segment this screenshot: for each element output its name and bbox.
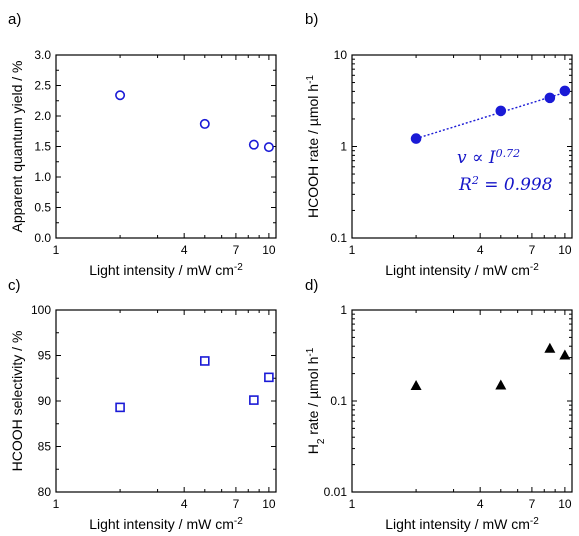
y-axis-label-text: HCOOH selectivity / % [9,331,25,472]
fit-r-squared: R2 = 0.998 [458,174,553,196]
panel-label: a) [8,11,21,28]
y-axis-label-rest: rate / µmol h [305,357,321,439]
data-point [559,85,571,97]
data-point [264,372,274,383]
data-point [249,395,259,405]
y-tick-label: 10 [334,48,348,62]
x-tick-label: 4 [181,497,188,511]
x-tick-label: 7 [233,497,240,511]
x-axis-label-text: Light intensity / mW cm [89,262,234,278]
y-tick-label: 1.5 [34,140,51,154]
x-axis-label: Light intensity / mW cm-2 [89,262,243,279]
chart-panel-d: d) 1 4 7 10 0.01 0.1 1 Light intensity / mW cm-2… [305,277,573,532]
x-tick-label: 7 [233,243,240,257]
data-point [115,90,126,101]
x-tick-label: 1 [53,243,60,257]
chart-panel-c: c) 1 4 7 10 80 85 90 95 100 Light intensity / mW c… [8,277,277,533]
data-point [263,142,274,153]
x-tick-label: 10 [558,243,572,257]
y-tick-label: 100 [31,303,51,317]
panel-label: b) [305,11,318,28]
x-axis-label-text: Light intensity / mW cm [385,262,530,278]
y-tick-label: 0.1 [330,394,347,408]
y-axis-label: H2 rate / µmol h-1 [305,347,327,454]
plot-frame [55,309,277,493]
y-axis-label-text: HCOOH rate / µmol h [305,84,321,218]
x-tick-label: 7 [529,497,536,511]
y-tick-label: 0.0 [34,231,51,245]
x-axis-label-text: Light intensity / mW cm [89,516,234,532]
y-axis-label-text: H [305,444,321,454]
y-axis-label-text: Apparent quantum yield / % [9,61,25,233]
y-tick-label: 1 [340,140,347,154]
x-axis-label: Light intensity / mW cm-2 [385,262,539,279]
x-axis-label-sup: -2 [530,516,539,527]
x-tick-label: 10 [558,497,572,511]
fit-equation: v ∝ I0.72 [457,147,520,169]
x-tick-label: 7 [529,243,536,257]
y-tick-label: 2.5 [34,79,51,93]
r-squared-exponent: 2 [471,174,479,187]
x-tick-label: 1 [349,243,356,257]
y-tick-label: 3.0 [34,48,51,62]
data-point [199,118,210,129]
plot-frame [55,54,277,239]
y-tick-label: 85 [38,440,52,454]
y-tick-label: 1.0 [34,170,51,184]
y-tick-label: 0.5 [34,201,51,215]
x-tick-label: 10 [262,243,276,257]
x-tick-label: 4 [477,497,484,511]
chart-panel-a: a) 1 4 7 10 0.0 0.5 1.0 1.5 2.0 2.5 3.0 Light intens… [8,11,277,279]
data-point [495,379,507,390]
x-axis-label: Light intensity / mW cm-2 [89,516,243,533]
y-axis-label: HCOOH rate / µmol h-1 [305,75,322,218]
data-point [495,105,507,117]
data-point [410,380,422,391]
data-point [248,139,259,150]
fit-equation-text: v ∝ I [457,148,496,168]
x-axis-label-text: Light intensity / mW cm [385,516,530,532]
y-tick-label: 80 [38,485,52,499]
x-tick-label: 1 [349,497,356,511]
y-tick-label: 2.0 [34,109,51,123]
panel-label: c) [8,277,21,294]
x-tick-label: 4 [477,243,484,257]
x-axis-label-sup: -2 [234,262,243,273]
fit-exponent: 0.72 [496,147,521,160]
data-point [115,402,125,413]
data-point [410,133,422,144]
x-tick-label: 10 [262,497,276,511]
y-axis-label-sub: 2 [316,438,327,444]
r-squared-symbol: R [458,175,472,195]
data-point [199,356,210,366]
x-tick-label: 4 [181,243,188,257]
x-axis-label: Light intensity / mW cm-2 [385,516,539,533]
y-axis-label-sup: -1 [305,347,316,356]
y-tick-label: 90 [38,394,52,408]
y-tick-label: 0.1 [330,231,347,245]
panel-label: d) [305,277,318,294]
data-point [559,349,571,360]
plot-frame [351,309,573,493]
y-tick-label: 1 [340,303,347,317]
r-squared-value: = 0.998 [479,175,553,195]
y-tick-label: 95 [38,349,52,363]
x-axis-label-sup: -2 [530,262,539,273]
x-axis-label-sup: -2 [234,516,243,527]
fit-line [415,91,566,140]
x-tick-label: 1 [53,497,60,511]
data-point [544,342,556,353]
y-axis-label-sup: -1 [305,75,316,84]
plot-frame [351,54,573,239]
data-point [544,92,556,104]
y-axis-label: HCOOH selectivity / % [9,331,25,472]
y-tick-label: 0.01 [324,485,348,499]
y-axis-label: Apparent quantum yield / % [9,61,25,233]
